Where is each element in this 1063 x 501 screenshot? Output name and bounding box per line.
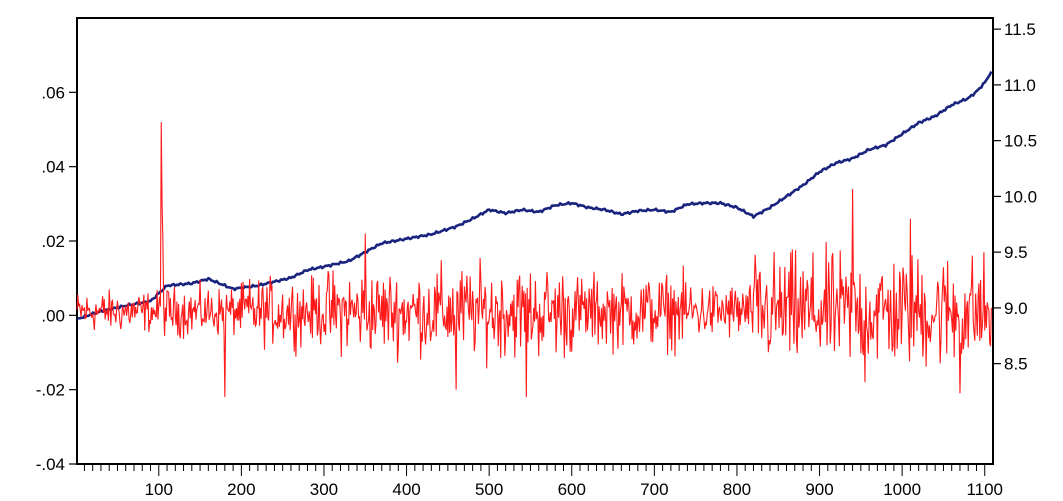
x-axis-tick-label: 200 — [227, 480, 255, 499]
x-axis-tick-label: 900 — [805, 480, 833, 499]
x-axis-tick-label: 500 — [475, 480, 503, 499]
series-blue-line — [76, 70, 993, 320]
left-axis-tick-label: .02 — [41, 232, 65, 251]
series-red-line — [76, 122, 992, 398]
x-axis-tick-label: 600 — [558, 480, 586, 499]
right-axis-tick-label: 10.5 — [1004, 132, 1037, 151]
right-axis-tick-label: 10.0 — [1004, 187, 1037, 206]
left-axis-tick-label: .04 — [41, 158, 65, 177]
x-axis-tick-label: 1100 — [966, 480, 1003, 499]
plot-frame — [76, 17, 994, 465]
x-axis-tick-label: 100 — [145, 480, 173, 499]
right-axis-tick-label: 11.0 — [1004, 76, 1036, 95]
left-axis-tick-label: .06 — [41, 83, 65, 102]
axis-layer: -.04 -.02 .00 .02 .04 .06 8.5 9.0 9.5 10.0 10.5 11.… — [36, 20, 1037, 499]
right-axis-tick-label: 9.0 — [1004, 299, 1028, 318]
left-axis-tick-label: -.04 — [36, 455, 65, 474]
x-axis-tick-label: 300 — [310, 480, 338, 499]
x-axis-tick-label: 800 — [723, 480, 751, 499]
x-axis-tick-label: 1000 — [883, 480, 921, 499]
right-axis-tick-label: 9.5 — [1004, 243, 1028, 262]
series-layer — [76, 70, 993, 398]
left-axis-tick-label: .00 — [41, 306, 65, 325]
x-axis-tick-label: 700 — [640, 480, 668, 499]
left-axis-tick-label: -.02 — [36, 381, 65, 400]
right-axis-tick-label: 8.5 — [1004, 355, 1028, 374]
right-axis-tick-label: 11.5 — [1004, 20, 1036, 39]
x-axis-tick-label: 400 — [392, 480, 420, 499]
